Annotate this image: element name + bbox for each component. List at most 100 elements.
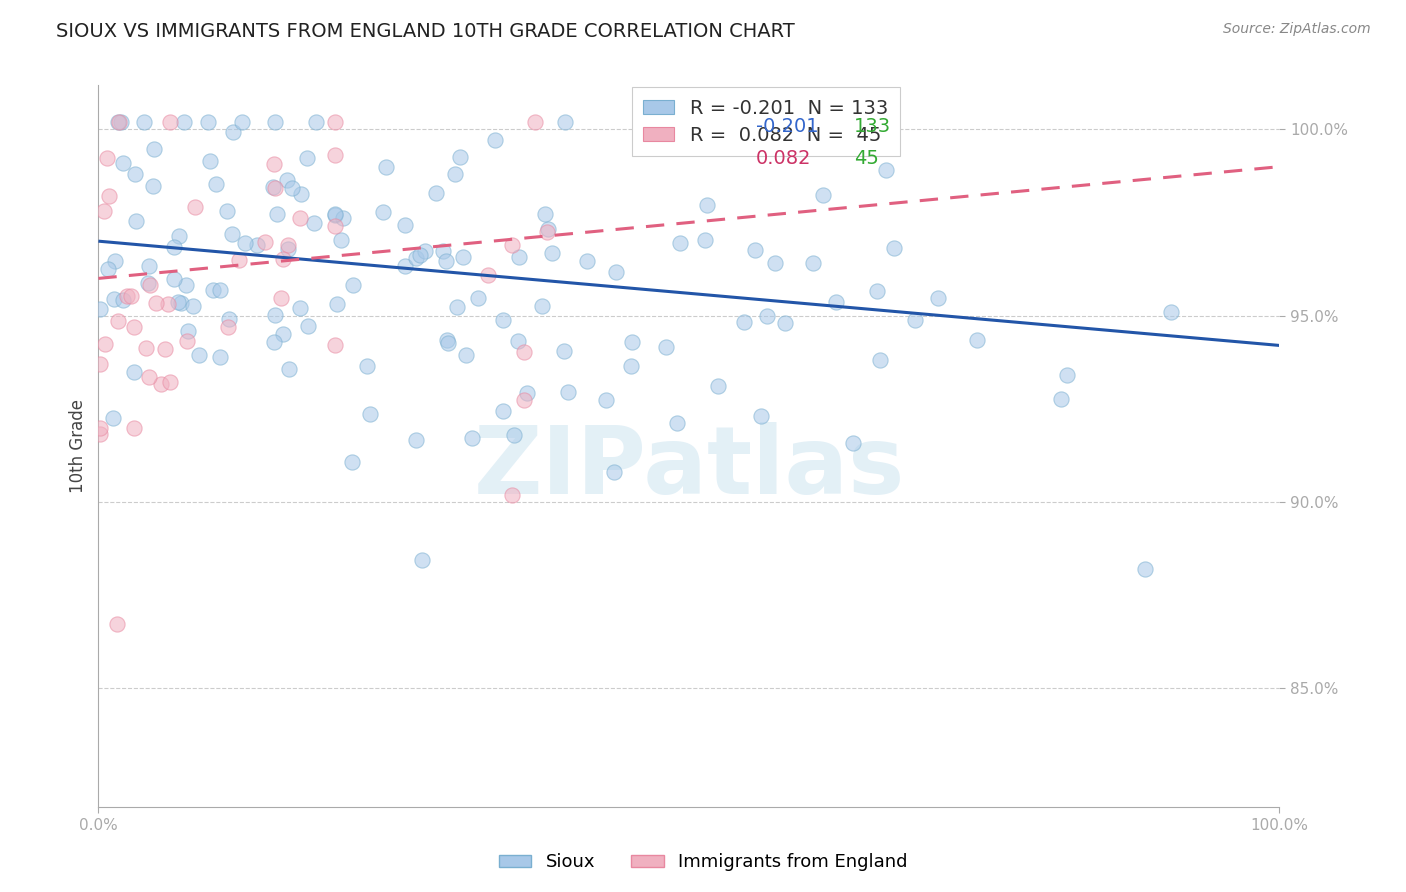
Point xyxy=(276,173,298,187)
Legend: Sioux, Immigrants from England: Sioux, Immigrants from England xyxy=(491,847,915,879)
Point xyxy=(326,297,349,311)
Point xyxy=(89,302,111,317)
Point xyxy=(145,295,167,310)
Point xyxy=(1056,368,1078,383)
Point xyxy=(262,179,284,194)
Point xyxy=(516,386,538,401)
Point xyxy=(446,300,468,314)
Text: SIOUX VS IMMIGRANTS FROM ENGLAND 10TH GRADE CORRELATION CHART: SIOUX VS IMMIGRANTS FROM ENGLAND 10TH GR… xyxy=(56,22,794,41)
Point xyxy=(869,353,891,368)
Point xyxy=(434,254,457,268)
Legend: R = -0.201  N = 133, R =  0.082  N =  45: R = -0.201 N = 133, R = 0.082 N = 45 xyxy=(631,87,900,156)
Point xyxy=(553,344,575,359)
Point xyxy=(89,426,111,441)
Point xyxy=(112,293,135,308)
Point xyxy=(93,204,115,219)
Point xyxy=(605,265,627,279)
Point xyxy=(323,207,346,221)
Point xyxy=(162,272,184,286)
Point xyxy=(221,227,243,242)
Point xyxy=(707,379,730,393)
Point xyxy=(125,214,148,228)
Text: Source: ZipAtlas.com: Source: ZipAtlas.com xyxy=(1223,22,1371,37)
Point xyxy=(163,239,186,253)
Point xyxy=(167,295,190,310)
Point xyxy=(111,156,134,170)
Point xyxy=(124,319,146,334)
Point xyxy=(254,235,277,250)
Point xyxy=(501,488,523,502)
Point xyxy=(1049,392,1071,406)
Point xyxy=(323,148,346,162)
Point xyxy=(436,333,458,347)
Point xyxy=(453,250,475,264)
Point xyxy=(277,362,299,376)
Point xyxy=(217,320,239,334)
Point xyxy=(530,299,553,313)
Point xyxy=(557,384,579,399)
Point xyxy=(749,409,772,423)
Point xyxy=(502,427,524,442)
Point xyxy=(329,233,352,247)
Point xyxy=(222,125,245,139)
Point xyxy=(228,252,250,267)
Y-axis label: 10th Grade: 10th Grade xyxy=(69,399,87,493)
Point xyxy=(603,465,626,479)
Point xyxy=(342,278,364,293)
Point xyxy=(217,204,239,219)
Point xyxy=(208,350,231,364)
Point xyxy=(842,435,865,450)
Point xyxy=(246,238,269,252)
Point xyxy=(492,404,515,418)
Point xyxy=(411,553,433,567)
Point xyxy=(159,115,181,129)
Point xyxy=(201,283,224,297)
Point xyxy=(218,311,240,326)
Point xyxy=(432,244,454,258)
Point xyxy=(290,211,312,225)
Point xyxy=(277,242,299,256)
Text: 45: 45 xyxy=(853,149,879,168)
Point xyxy=(461,431,484,445)
Text: 0.082: 0.082 xyxy=(755,149,811,168)
Point xyxy=(1160,305,1182,319)
Point xyxy=(374,160,396,174)
Point xyxy=(157,297,180,311)
Point xyxy=(512,392,534,407)
Point xyxy=(359,407,381,421)
Point xyxy=(875,162,897,177)
Point xyxy=(454,348,477,362)
Point xyxy=(537,222,560,236)
Point xyxy=(297,151,319,165)
Point xyxy=(263,181,285,195)
Point xyxy=(409,248,432,262)
Point xyxy=(323,219,346,233)
Point xyxy=(96,151,118,165)
Point xyxy=(159,376,181,390)
Point xyxy=(263,156,285,170)
Point xyxy=(773,316,796,330)
Point xyxy=(492,313,515,327)
Point xyxy=(122,365,145,379)
Point xyxy=(297,318,319,333)
Point xyxy=(107,314,129,328)
Point xyxy=(263,115,285,129)
Point xyxy=(184,200,207,214)
Point xyxy=(169,296,191,310)
Point xyxy=(825,294,848,309)
Point xyxy=(323,338,346,352)
Point xyxy=(264,309,287,323)
Point xyxy=(139,278,162,293)
Point xyxy=(124,167,146,181)
Point xyxy=(104,253,127,268)
Point xyxy=(233,236,256,251)
Point xyxy=(467,291,489,305)
Point xyxy=(356,359,378,374)
Point xyxy=(143,142,166,156)
Point xyxy=(484,133,506,147)
Point xyxy=(813,187,835,202)
Point xyxy=(177,325,200,339)
Point xyxy=(595,392,617,407)
Point xyxy=(621,335,644,350)
Point xyxy=(554,115,576,129)
